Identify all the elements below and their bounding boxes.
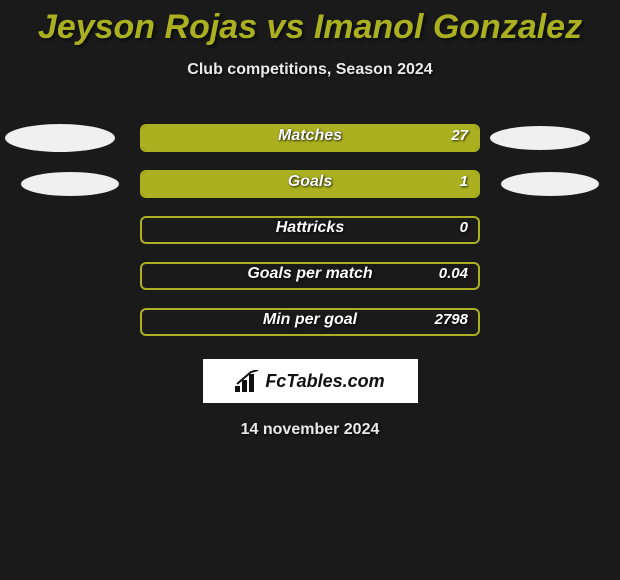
stat-bar: Goals1: [140, 170, 480, 198]
stat-row: Hattricks0: [0, 207, 620, 253]
page-title: Jeyson Rojas vs Imanol Gonzalez: [0, 0, 620, 47]
stat-bar: Hattricks0: [140, 216, 480, 244]
chart-date: 14 november 2024: [0, 421, 620, 439]
stat-bar: Min per goal2798: [140, 308, 480, 336]
stat-label: Min per goal: [142, 308, 478, 334]
stat-value: 2798: [435, 308, 468, 334]
stat-value: 27: [451, 124, 468, 150]
stat-bar: Matches27: [140, 124, 480, 152]
stat-row: Goals per match0.04: [0, 253, 620, 299]
stat-label: Goals: [142, 170, 478, 196]
stat-row: Matches27: [0, 115, 620, 161]
stat-row: Min per goal2798: [0, 299, 620, 345]
left-ellipse: [21, 172, 119, 196]
stat-value: 0.04: [439, 262, 468, 288]
stat-label: Goals per match: [142, 262, 478, 288]
page-subtitle: Club competitions, Season 2024: [0, 61, 620, 79]
stat-value: 0: [460, 216, 468, 242]
logo-text: FcTables.com: [265, 371, 384, 392]
stat-row: Goals1: [0, 161, 620, 207]
right-ellipse: [490, 126, 590, 150]
stat-label: Hattricks: [142, 216, 478, 242]
comparison-chart: Matches27 Goals1 Hattricks0 Goals per match…: [0, 115, 620, 345]
stat-value: 1: [460, 170, 468, 196]
fctables-logo-icon: [235, 370, 261, 392]
logo-box: FcTables.com: [203, 359, 418, 403]
stat-bar: Goals per match0.04: [140, 262, 480, 290]
stat-label: Matches: [142, 124, 478, 150]
left-ellipse: [5, 124, 115, 152]
right-ellipse: [501, 172, 599, 196]
